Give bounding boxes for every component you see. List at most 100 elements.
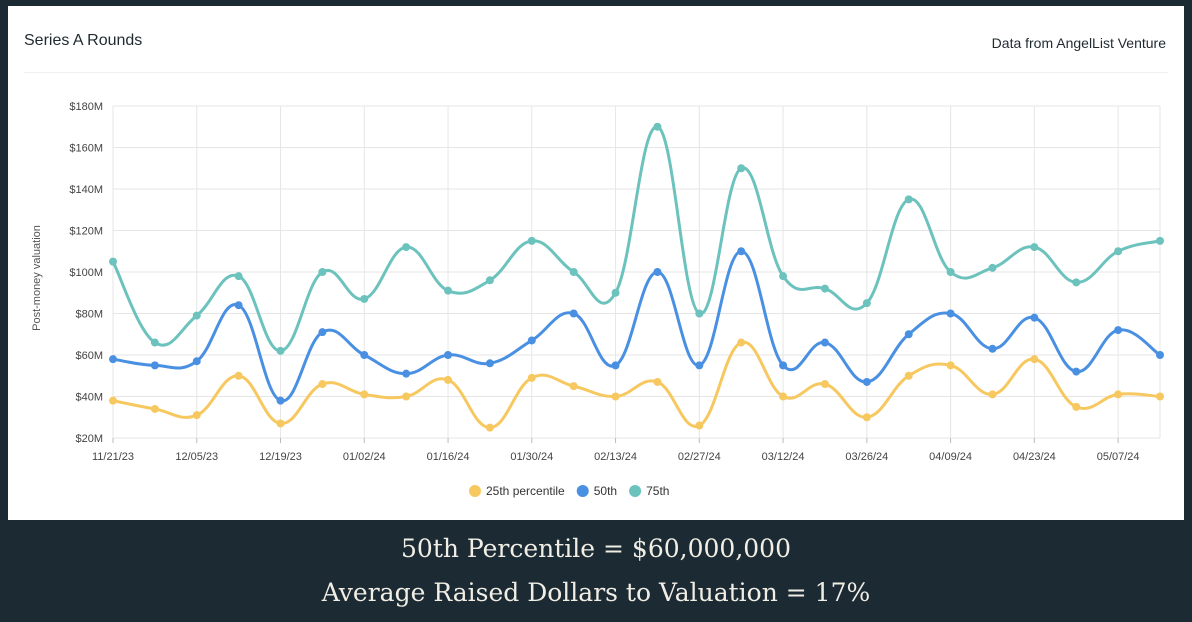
data-point xyxy=(820,284,829,293)
data-point xyxy=(1072,367,1081,376)
data-point xyxy=(820,338,829,347)
data-point xyxy=(318,380,327,389)
data-point xyxy=(737,247,746,256)
y-tick-label: $160M xyxy=(69,143,103,155)
data-point xyxy=(862,413,871,422)
data-point xyxy=(360,390,369,399)
x-tick-label: 04/23/24 xyxy=(1013,451,1056,463)
x-tick-label: 05/07/24 xyxy=(1097,451,1140,463)
data-point xyxy=(318,268,327,276)
data-point xyxy=(485,423,494,432)
data-point xyxy=(150,404,159,413)
data-point xyxy=(192,411,201,420)
x-tick-label: 01/16/24 xyxy=(427,451,470,463)
data-point xyxy=(988,344,997,353)
legend-marker xyxy=(469,485,481,497)
data-point xyxy=(1030,355,1039,364)
data-point xyxy=(946,309,955,318)
legend-label: 75th xyxy=(646,484,669,498)
data-point xyxy=(988,390,997,399)
legend-marker xyxy=(576,485,589,497)
legend-label: 50th xyxy=(594,484,617,498)
data-point xyxy=(444,286,453,295)
legend-label: 25th percentile xyxy=(486,484,565,498)
data-point xyxy=(1030,243,1039,252)
data-point xyxy=(109,257,117,266)
footer-banner: 50th Percentile = $60,000,000 Average Ra… xyxy=(0,520,1192,622)
data-point xyxy=(109,355,117,364)
data-point xyxy=(695,309,704,318)
series-line xyxy=(112,249,1161,403)
data-point xyxy=(485,359,494,368)
data-point xyxy=(569,309,578,318)
x-tick-label: 03/26/24 xyxy=(845,451,888,463)
data-point xyxy=(569,268,578,276)
data-point xyxy=(862,299,871,308)
line-chart: $20M $40M $60M $80M $100M $120M $140M $160M $180… xyxy=(31,101,1164,498)
data-point xyxy=(695,421,704,430)
data-point xyxy=(318,328,327,337)
data-point xyxy=(360,294,369,303)
chart-title: Series A Rounds xyxy=(24,32,143,49)
data-source-label: Data from AngelList Venture xyxy=(991,35,1166,51)
data-point xyxy=(192,311,201,320)
data-point xyxy=(1156,236,1164,245)
data-point xyxy=(234,272,243,281)
data-point xyxy=(779,272,788,281)
x-tick-label: 03/12/24 xyxy=(762,451,805,463)
data-point xyxy=(402,369,411,378)
y-tick-label: $20M xyxy=(75,433,103,445)
data-point xyxy=(737,164,746,173)
y-tick-label: $60M xyxy=(75,350,103,362)
footer-average-text: Average Raised Dollars to Valuation = 17… xyxy=(321,578,871,607)
y-axis-ticks: $20M $40M $60M $80M $100M $120M $140M $160M $180… xyxy=(69,101,103,445)
legend-marker xyxy=(629,485,642,497)
y-tick-label: $100M xyxy=(69,267,103,279)
data-point xyxy=(1114,390,1123,399)
y-tick-label: $80M xyxy=(75,309,103,321)
y-tick-label: $140M xyxy=(69,184,103,196)
chart-card: Series A Rounds Data from AngelList Vent… xyxy=(8,6,1184,520)
data-point xyxy=(779,361,788,370)
header-divider xyxy=(24,72,1168,73)
data-point xyxy=(737,338,746,347)
data-point xyxy=(276,346,285,355)
data-point xyxy=(109,396,117,405)
x-tick-label: 01/30/24 xyxy=(510,451,553,463)
series-75th xyxy=(109,122,1164,355)
y-tick-label: $40M xyxy=(75,392,103,404)
data-point xyxy=(946,268,955,276)
data-point xyxy=(820,380,829,389)
data-point xyxy=(569,382,578,391)
data-point xyxy=(1156,351,1164,359)
data-point xyxy=(192,357,201,366)
x-tick-label: 12/05/23 xyxy=(175,451,218,463)
data-point xyxy=(402,392,411,401)
data-point xyxy=(1072,278,1081,287)
data-point xyxy=(150,338,159,347)
footer-percentile-text: 50th Percentile = $60,000,000 xyxy=(401,534,791,563)
data-point xyxy=(904,330,913,339)
chart-legend: 25th percentile 50th 75th xyxy=(469,484,669,498)
y-tick-label: $180M xyxy=(69,101,103,113)
data-point xyxy=(653,268,662,276)
data-point xyxy=(444,351,453,359)
data-point xyxy=(695,361,704,370)
x-axis-ticks: 11/21/23 12/05/23 12/19/23 01/02/24 01/16/24… xyxy=(92,451,1140,463)
data-point xyxy=(276,419,285,428)
data-point xyxy=(527,336,536,345)
data-point xyxy=(1030,313,1039,322)
data-point xyxy=(862,377,871,386)
x-tick-label: 12/19/23 xyxy=(259,451,302,463)
x-tick-label: 04/09/24 xyxy=(929,451,972,463)
chart-grid xyxy=(112,105,1161,443)
data-point xyxy=(150,361,159,370)
data-point xyxy=(234,371,243,380)
data-point xyxy=(611,288,620,297)
data-point xyxy=(779,392,788,401)
data-point xyxy=(611,361,620,370)
data-point xyxy=(527,373,536,382)
x-tick-label: 02/13/24 xyxy=(594,451,637,463)
x-tick-label: 11/21/23 xyxy=(92,451,134,463)
series-25th-percentile xyxy=(109,338,1164,432)
